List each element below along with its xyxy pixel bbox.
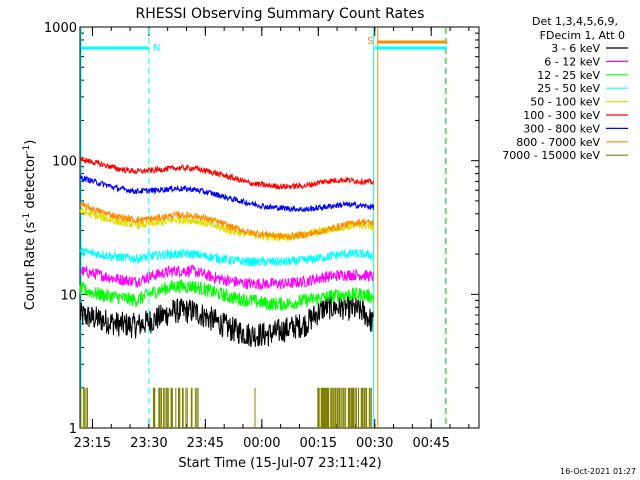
y-axis-label: Count Rate (s-1 detector-1) [22,140,38,311]
legend-header-line-1: Det 1,3,4,5,6,9, [532,15,618,28]
state-bar-label: N [153,43,160,54]
legend-label: 25 - 50 keV [537,82,600,95]
x-tick-label: 00:30 [356,436,393,451]
y-tick-label: 1000 [44,21,77,36]
legend-label: 6 - 12 keV [544,55,600,68]
x-tick-label: 23:30 [130,436,167,451]
footer-timestamp: 16-Oct-2021 01:27 [560,467,636,476]
plot-area: 1 10 100 1000 23:15 23:30 23:45 00:00 00:15 00:30… [44,21,480,451]
series-line-8 [80,387,372,428]
y-tick-label: 1 [69,422,77,437]
y-tick-label: 100 [52,155,77,170]
series-line-6 [79,174,375,213]
x-tick-label: 00:00 [243,436,280,451]
series-line-0 [79,294,374,348]
legend-label: 300 - 800 keV [523,122,600,135]
x-tick-label: 23:15 [74,436,111,451]
x-tick-label: 00:45 [412,436,449,451]
series-line-5 [79,156,375,191]
chart-title: RHESSI Observing Summary Count Rates [136,6,425,22]
series-line-1 [79,264,375,291]
x-axis-label: Start Time (15-Jul-07 23:11:42) [178,456,381,471]
legend-label: 100 - 300 keV [523,109,600,122]
legend-label: 7000 - 15000 keV [502,149,600,162]
series-line-2 [79,279,375,311]
state-bar-label: S [367,36,373,47]
x-tick-label: 00:15 [300,436,337,451]
plot-frame [79,26,480,429]
legend-header-line-2: FDecim 1, Att 0 [540,29,625,42]
legend-label: 12 - 25 keV [537,69,600,82]
legend-label: 800 - 7000 keV [516,136,600,149]
x-tick-label: 23:45 [187,436,224,451]
series-line-3 [79,247,375,267]
legend-label: 50 - 100 keV [530,96,600,109]
legend: Det 1,3,4,5,6,9, FDecim 1, Att 0 3 - 6 k… [502,15,628,162]
series-line-7 [79,202,374,242]
legend-label: 3 - 6 keV [551,42,600,55]
y-tick-label: 10 [60,288,77,303]
